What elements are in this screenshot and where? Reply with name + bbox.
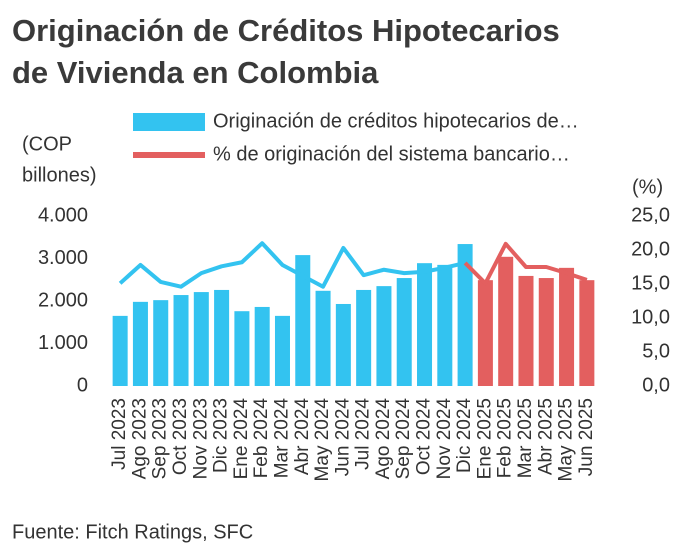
- chart-title: de Vivienda en Colombia: [12, 55, 379, 90]
- bar: [295, 255, 311, 386]
- x-tick-label: Nov 2023: [190, 398, 211, 479]
- x-tick-label: Oct 2024: [414, 398, 435, 476]
- y-tick-label: 0: [77, 374, 88, 396]
- x-tick-label: May 2025: [556, 398, 577, 481]
- bar: [214, 289, 230, 386]
- x-tick-label: Jul 2023: [109, 398, 130, 470]
- bar: [315, 290, 331, 386]
- y2-tick-label: 5,0: [642, 340, 670, 362]
- x-tick-label: Dic 2024: [454, 398, 475, 473]
- bar: [254, 306, 270, 386]
- x-tick-label: Mar 2024: [271, 398, 292, 479]
- bar: [112, 315, 128, 386]
- x-tick-label: Mar 2025: [515, 398, 536, 478]
- bar: [477, 280, 493, 386]
- bar: [579, 280, 595, 386]
- y2-tick-label: 10,0: [631, 306, 670, 328]
- y2-tick-label: 20,0: [631, 238, 670, 260]
- y-tick-label: 3.000: [38, 247, 88, 269]
- y-tick-label: 4.000: [38, 204, 88, 226]
- line: [463, 241, 588, 286]
- bar: [234, 311, 250, 386]
- y-axis-label: billones): [22, 164, 96, 186]
- y2-tick-label: 15,0: [631, 272, 670, 294]
- bar: [335, 303, 351, 386]
- bar: [437, 264, 453, 386]
- chart-title: Originación de Créditos Hipotecarios: [12, 13, 560, 48]
- x-tick-label: Jun 2025: [576, 398, 597, 476]
- bar: [518, 275, 534, 386]
- x-tick-label: Sep 2024: [393, 398, 414, 480]
- bar: [356, 289, 372, 386]
- x-tick-label: Feb 2024: [251, 398, 272, 479]
- x-tick-label: Jun 2024: [332, 398, 353, 477]
- x-tick-label: Dic 2023: [211, 398, 232, 473]
- bar: [132, 301, 148, 386]
- x-tick-label: Abr 2024: [292, 398, 313, 476]
- x-tick-label: Sep 2023: [150, 398, 171, 479]
- bar: [457, 244, 473, 386]
- y2-axis-label: (%): [632, 176, 663, 198]
- y-axis-label: (COP: [22, 133, 72, 155]
- bar: [153, 300, 169, 386]
- x-tick-label: Ago 2023: [129, 398, 150, 479]
- bar: [274, 315, 290, 386]
- source: Fuente: Fitch Ratings, SFC: [12, 521, 253, 543]
- y-tick-label: 1.000: [38, 332, 88, 354]
- x-tick-label: Feb 2025: [495, 398, 516, 478]
- line: [118, 241, 466, 289]
- bar: [417, 263, 433, 386]
- bar: [173, 295, 189, 386]
- x-tick-label: Abr 2025: [535, 398, 556, 475]
- bar: [376, 286, 392, 386]
- x-tick-label: Ago 2024: [373, 398, 394, 480]
- bar: [396, 278, 412, 386]
- y2-tick-label: 0,0: [642, 374, 670, 396]
- legend-label: Originación de créditos hipotecarios de…: [213, 110, 579, 132]
- bar: [559, 267, 575, 386]
- bar: [193, 292, 209, 386]
- bar: [538, 278, 554, 386]
- x-tick-label: Jul 2024: [353, 398, 374, 470]
- y2-tick-label: 25,0: [631, 204, 670, 226]
- legend-label: % de originación del sistema bancario…: [213, 143, 570, 165]
- x-tick-label: May 2024: [312, 398, 333, 482]
- x-tick-label: Nov 2024: [434, 398, 455, 480]
- y-tick-label: 2.000: [38, 289, 88, 311]
- legend-swatch: [133, 113, 205, 131]
- bar: [498, 256, 514, 386]
- x-tick-label: Ene 2024: [231, 398, 252, 480]
- x-tick-label: Ene 2025: [474, 398, 495, 479]
- x-tick-label: Oct 2023: [170, 398, 191, 475]
